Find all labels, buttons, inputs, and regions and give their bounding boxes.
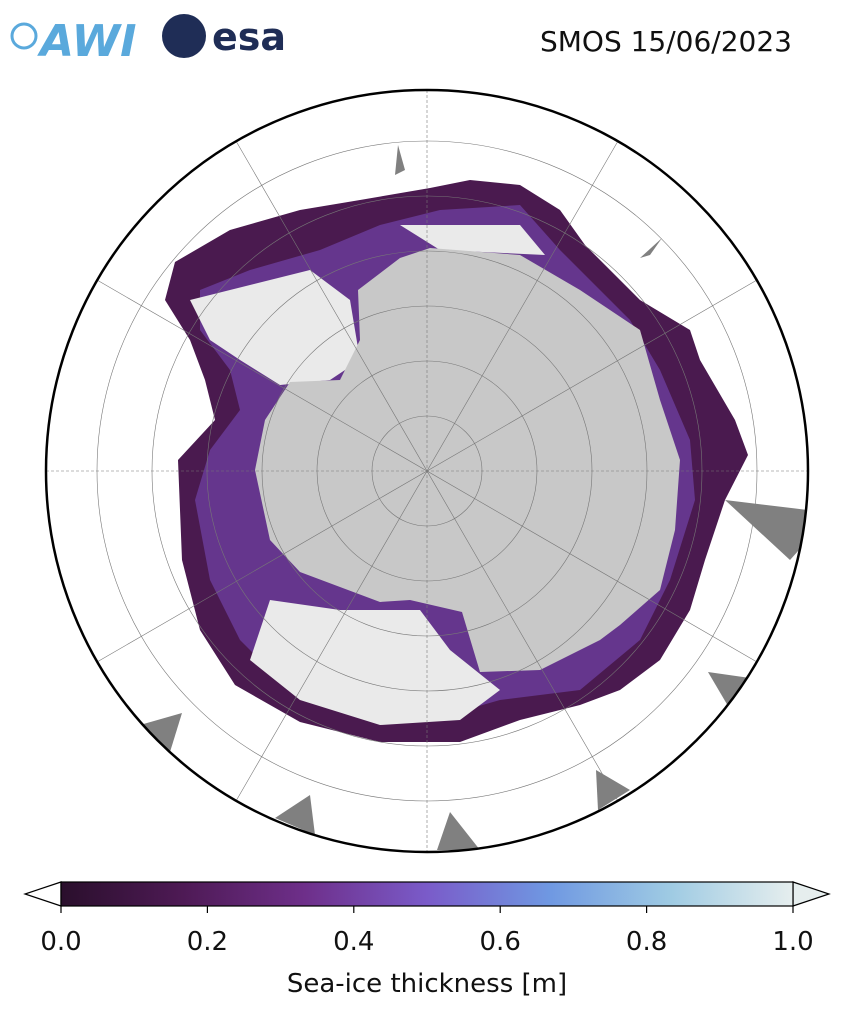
graticule [46, 90, 808, 852]
colorbar-gradient [60, 881, 794, 907]
colorbar-tick-label: 0.4 [333, 927, 374, 957]
colorbar-extend-low [23, 881, 62, 907]
colorbar-label: Sea-ice thickness [m] [287, 969, 567, 999]
land-masses [140, 145, 808, 850]
colorbar-tick-label: 0.2 [187, 927, 228, 957]
esa-icon [162, 14, 206, 58]
logos: AWI esa [10, 14, 286, 67]
colorbar-tick-label: 0.0 [40, 927, 81, 957]
awi-logo: AWI [37, 16, 137, 67]
colorbar-extend-high [792, 881, 831, 907]
colorbar-tick-label: 0.8 [626, 927, 667, 957]
map-title: SMOS 15/06/2023 [540, 25, 792, 58]
ross-ice [250, 600, 500, 725]
map [46, 90, 808, 852]
colorbar: 0.0 0.2 0.4 0.6 0.8 1.0 [23, 881, 831, 957]
awi-icon [10, 22, 38, 50]
colorbar-tick-label: 1.0 [772, 927, 813, 957]
esa-logo: esa [212, 15, 286, 59]
map-frame [44, 88, 810, 854]
ice-shelf [400, 225, 545, 255]
colorbar-tick-label: 0.6 [480, 927, 521, 957]
weddell-ice [190, 270, 360, 385]
antarctica [255, 248, 680, 672]
